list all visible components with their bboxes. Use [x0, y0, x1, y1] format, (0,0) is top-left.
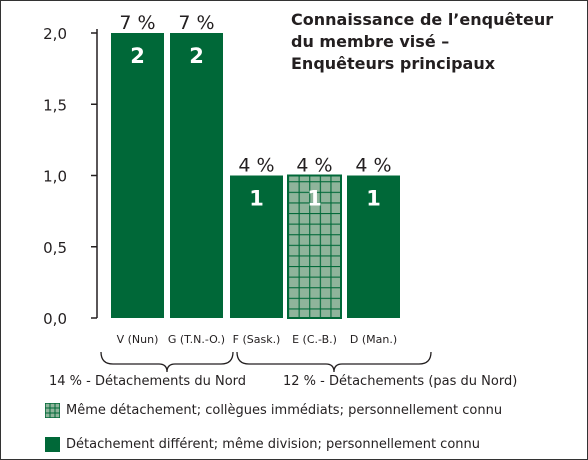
bar-percent-label: 7 % [119, 12, 155, 34]
bar-1 [170, 33, 223, 318]
bar-percent-label: 4 % [296, 155, 332, 177]
group-brace-north [100, 351, 234, 373]
title-line-2: du membre visé – [291, 32, 450, 51]
bar-value-label: 2 [130, 44, 145, 68]
bar-percent-label: 4 % [238, 155, 274, 177]
legend-swatch-grid [45, 403, 60, 418]
chart-title: Connaissance de l’enquêteur du membre vi… [291, 9, 553, 75]
bar-4 [347, 175, 400, 318]
bar-0 [111, 33, 164, 318]
bar-value-label: 1 [249, 187, 264, 211]
bar-value-label: 2 [189, 44, 204, 68]
group-brace-other [236, 351, 432, 373]
bar-value-label: 1 [366, 187, 381, 211]
legend-label-same-detachment: Même détachement; collègues immédiats; p… [66, 403, 503, 418]
bar-percent-label: 7 % [178, 12, 214, 34]
y-tick-label: 2,0 [43, 25, 67, 43]
legend-label-different-detachment: Détachement différent; même division; pe… [66, 437, 480, 452]
y-tick-label: 0,5 [43, 239, 67, 257]
bar-value-label: 1 [307, 187, 322, 211]
bar-3 [287, 174, 342, 319]
title-line-3: Enquêteurs principaux [291, 54, 496, 73]
bar-percent-label: 4 % [355, 155, 391, 177]
y-tick-label: 1,5 [43, 96, 67, 114]
bar-2 [230, 175, 283, 318]
y-tick-label: 1,0 [43, 168, 67, 186]
legend-swatch-solid [45, 437, 60, 452]
x-tick-label: V (Nun) [117, 333, 159, 346]
legend-item-same-detachment: Même détachement; collègues immédiats; p… [45, 403, 502, 418]
title-line-1: Connaissance de l’enquêteur [291, 10, 554, 29]
x-tick-label: E (C.-B.) [292, 333, 337, 346]
x-tick-label: G (T.N.-O.) [168, 333, 225, 346]
x-tick-label: D (Man.) [350, 333, 397, 346]
legend-item-different-detachment: Détachement différent; même division; pe… [45, 437, 480, 452]
y-tick-label: 0,0 [43, 310, 67, 328]
x-tick-label: F (Sask.) [233, 333, 281, 346]
group-label-other: 12 % - Détachements (pas du Nord) [283, 374, 517, 389]
group-label-north: 14 % - Détachements du Nord [49, 374, 246, 389]
